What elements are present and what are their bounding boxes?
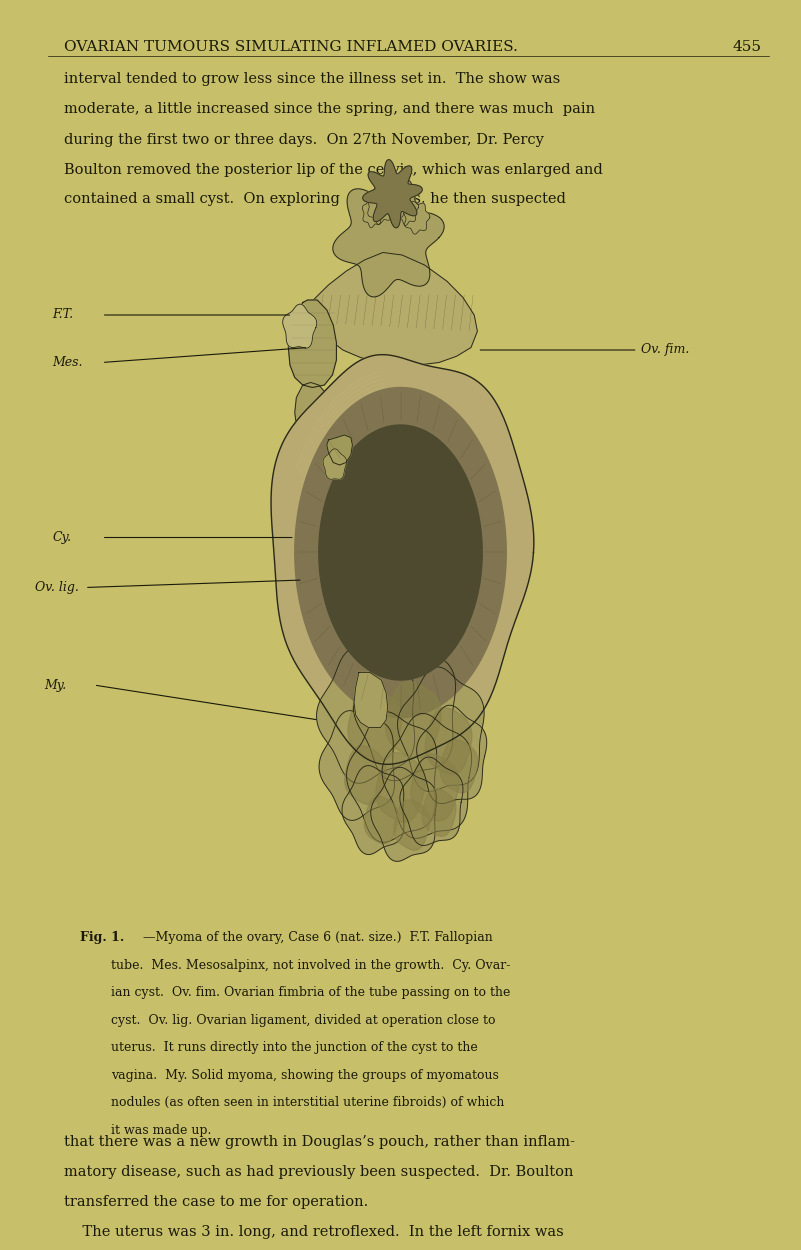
Text: The uterus was 3 in. long, and retroflexed.  In the left fornix was: The uterus was 3 in. long, and retroflex… bbox=[64, 1225, 564, 1239]
Polygon shape bbox=[295, 388, 506, 718]
Polygon shape bbox=[385, 681, 441, 759]
Polygon shape bbox=[319, 711, 395, 820]
Text: that there was a new growth in Douglas’s pouch, rather than inflam-: that there was a new growth in Douglas’s… bbox=[64, 1135, 575, 1149]
Polygon shape bbox=[396, 190, 419, 225]
Text: Cy.: Cy. bbox=[52, 531, 71, 544]
Polygon shape bbox=[382, 179, 407, 222]
Polygon shape bbox=[288, 300, 336, 388]
Text: tube.  Mes. Mesosalpinx, not involved in the growth.  Cy. Ovar-: tube. Mes. Mesosalpinx, not involved in … bbox=[111, 959, 510, 971]
Polygon shape bbox=[271, 355, 533, 764]
Polygon shape bbox=[362, 198, 383, 228]
Text: —Myoma of the ovary, Case 6 (nat. size.)  F.T. Fallopian: —Myoma of the ovary, Case 6 (nat. size.)… bbox=[143, 931, 493, 944]
Text: during the first two or three days.  On 27th November, Dr. Percy: during the first two or three days. On 2… bbox=[64, 132, 544, 146]
Polygon shape bbox=[441, 740, 477, 792]
Polygon shape bbox=[283, 304, 316, 349]
Polygon shape bbox=[417, 705, 487, 804]
Polygon shape bbox=[371, 768, 437, 861]
Polygon shape bbox=[367, 186, 395, 225]
Text: 455: 455 bbox=[733, 40, 762, 54]
Polygon shape bbox=[425, 707, 472, 775]
Text: transferred the case to me for operation.: transferred the case to me for operation… bbox=[64, 1195, 368, 1209]
Polygon shape bbox=[323, 449, 347, 479]
Text: uterus.  It runs directly into the junction of the cyst to the: uterus. It runs directly into the juncti… bbox=[111, 1041, 477, 1054]
Polygon shape bbox=[316, 648, 415, 784]
Polygon shape bbox=[400, 758, 463, 845]
Polygon shape bbox=[363, 160, 422, 228]
Polygon shape bbox=[382, 714, 472, 839]
Text: Boulton removed the posterior lip of the cervix, which was enlarged and: Boulton removed the posterior lip of the… bbox=[64, 162, 603, 176]
Polygon shape bbox=[344, 746, 386, 804]
Text: interval tended to grow less since the illness set in.  The show was: interval tended to grow less since the i… bbox=[64, 72, 561, 86]
Polygon shape bbox=[422, 789, 456, 836]
Polygon shape bbox=[353, 638, 456, 781]
Text: ian cyst.  Ov. fim. Ovarian fimbria of the tube passing on to the: ian cyst. Ov. fim. Ovarian fimbria of th… bbox=[111, 986, 510, 999]
Text: F.T.: F.T. bbox=[52, 309, 73, 321]
Text: matory disease, such as had previously been suspected.  Dr. Boulton: matory disease, such as had previously b… bbox=[64, 1165, 574, 1179]
Text: My.: My. bbox=[44, 679, 66, 691]
Polygon shape bbox=[364, 796, 398, 844]
Polygon shape bbox=[295, 382, 328, 440]
Text: contained a small cyst.  On exploring  the pelvis, he then suspected: contained a small cyst. On exploring the… bbox=[64, 192, 566, 206]
Text: nodules (as often seen in interstitial uterine fibroids) of which: nodules (as often seen in interstitial u… bbox=[111, 1096, 504, 1109]
Polygon shape bbox=[327, 435, 352, 465]
Polygon shape bbox=[319, 425, 482, 680]
Polygon shape bbox=[348, 689, 402, 761]
Text: OVARIAN TUMOURS SIMULATING INFLAMED OVARIES.: OVARIAN TUMOURS SIMULATING INFLAMED OVAR… bbox=[64, 40, 518, 54]
Text: moderate, a little increased since the spring, and there was much  pain: moderate, a little increased since the s… bbox=[64, 102, 595, 116]
Polygon shape bbox=[411, 754, 459, 821]
Text: cyst.  Ov. lig. Ovarian ligament, divided at operation close to: cyst. Ov. lig. Ovarian ligament, divided… bbox=[111, 1014, 495, 1026]
Polygon shape bbox=[347, 711, 437, 842]
Text: it was made up.: it was made up. bbox=[111, 1124, 211, 1136]
Text: Fig. 1.: Fig. 1. bbox=[80, 931, 124, 944]
Text: Ov. fim.: Ov. fim. bbox=[641, 344, 689, 356]
Polygon shape bbox=[342, 765, 404, 855]
Polygon shape bbox=[333, 177, 444, 298]
Polygon shape bbox=[311, 253, 477, 365]
Text: Mes.: Mes. bbox=[52, 356, 83, 369]
Text: Ov. lig.: Ov. lig. bbox=[35, 581, 79, 594]
Text: vagina.  My. Solid myoma, showing the groups of myomatous: vagina. My. Solid myoma, showing the gro… bbox=[111, 1069, 498, 1081]
Polygon shape bbox=[404, 201, 430, 234]
Polygon shape bbox=[376, 752, 425, 822]
Polygon shape bbox=[394, 800, 429, 850]
Polygon shape bbox=[354, 672, 388, 727]
Polygon shape bbox=[397, 668, 484, 791]
